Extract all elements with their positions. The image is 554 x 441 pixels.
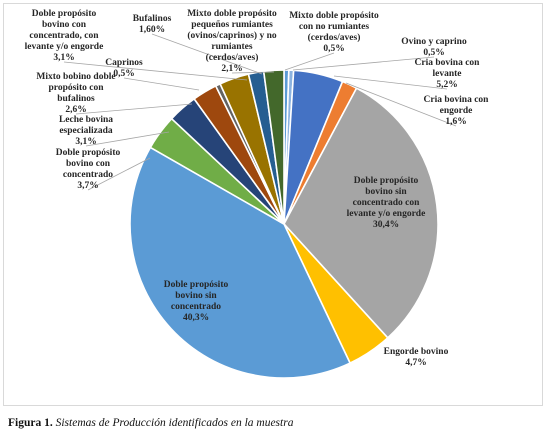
- slice-label: Bufalinos 1,60%: [133, 14, 172, 35]
- pie-chart: Mixto doble propósito con no rumiantes (ce…: [25, 9, 490, 379]
- leader-line: [231, 71, 275, 74]
- leader-line: [87, 157, 151, 191]
- slice-label: Caprinos 0,5%: [105, 58, 143, 79]
- figure-caption-text: Sistemas de Producción identificados en …: [55, 417, 294, 429]
- leader-line: [75, 103, 193, 115]
- leader-line: [284, 52, 335, 71]
- leader-line: [85, 131, 170, 147]
- leader-line: [123, 77, 200, 91]
- pie-slice: [129, 146, 352, 379]
- leader-line: [63, 61, 248, 81]
- slice-label: Doble propósito bovino sin concentrado 40,3…: [164, 280, 229, 323]
- slice-label: Ovino y caprino 0,5%: [401, 37, 467, 58]
- slice-label: Cria bovina con engorde 1,6%: [424, 95, 490, 127]
- leader-line: [333, 75, 448, 90]
- slice-label: Mixto doble propósito pequeños rumiantes(…: [187, 9, 277, 74]
- slice-label: Mixto bobino doble propósito con bufalinos…: [36, 72, 115, 115]
- slice-label: Doble propósito bovino con concentrado 3,7%: [56, 148, 121, 191]
- leader-line: [292, 56, 435, 71]
- figure-caption: Figura 1. Sistemas de Producción identif…: [8, 417, 293, 429]
- leader-line: [345, 82, 457, 127]
- slice-label: Doble propósito bovino sin concentrado con…: [347, 176, 426, 230]
- pie-slice: [283, 87, 439, 339]
- slice-label: Doble propósito bovino con concentrado, co…: [25, 9, 104, 63]
- chart-frame: Mixto doble propósito con no rumiantes (ce…: [3, 3, 543, 406]
- slice-label: Mixto doble propósito con no rumiantes (ce…: [289, 11, 379, 54]
- slice-label: Leche bovina especializada 3,1%: [59, 115, 113, 147]
- slice-label: Cria bovina con levante 5,2%: [415, 58, 481, 90]
- figure-label: Figura 1.: [8, 417, 53, 429]
- leader-line: [151, 33, 263, 75]
- slice-label: Engorde bovino 4,7%: [384, 347, 449, 368]
- pie-slice: [262, 69, 285, 225]
